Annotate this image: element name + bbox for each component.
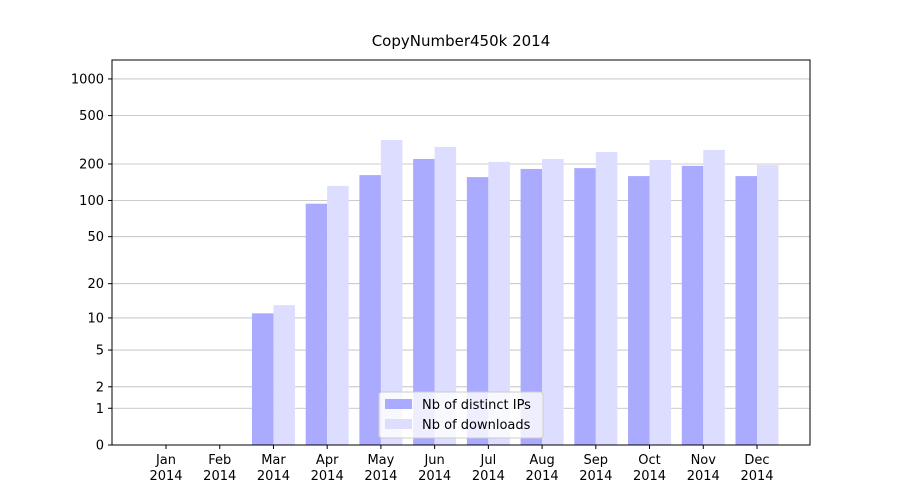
x-tick-label: Jul 2014 xyxy=(471,453,505,484)
legend-box xyxy=(378,391,544,439)
bar xyxy=(542,158,564,445)
bar xyxy=(520,168,543,445)
bar xyxy=(434,147,457,445)
y-tick-label: 5 xyxy=(96,344,104,359)
bar xyxy=(628,176,650,446)
bar xyxy=(251,313,274,445)
legend-swatch xyxy=(385,419,412,429)
x-tick-label: Dec 2014 xyxy=(740,453,774,484)
y-tick-label: 500 xyxy=(79,109,104,124)
y-tick-label: 200 xyxy=(79,158,104,173)
bar xyxy=(757,165,779,446)
bar xyxy=(466,177,489,445)
y-tick-label: 100 xyxy=(79,194,104,209)
y-tick-label: 1 xyxy=(96,402,104,417)
bar xyxy=(595,152,618,446)
x-tick-label: Jun 2014 xyxy=(418,453,452,484)
plot-frame xyxy=(111,59,811,446)
bar xyxy=(327,185,349,445)
x-tick-label: Jan 2014 xyxy=(149,453,183,484)
y-tick-label: 2 xyxy=(96,380,104,395)
x-tick-label: Mar 2014 xyxy=(256,453,290,484)
y-tick-label: 0 xyxy=(96,439,104,454)
bar xyxy=(413,158,435,445)
x-tick-label: Oct 2014 xyxy=(632,453,667,484)
legend-label: Nb of distinct IPs xyxy=(422,398,531,413)
bar xyxy=(359,175,381,445)
y-tick-label: 20 xyxy=(87,277,104,292)
bar xyxy=(305,203,328,445)
legend-swatch xyxy=(385,399,412,409)
bar xyxy=(488,161,510,445)
x-tick-label: Apr 2014 xyxy=(310,453,344,484)
x-tick-label: Aug 2014 xyxy=(525,453,559,484)
bar xyxy=(273,305,295,445)
bar xyxy=(735,176,757,446)
y-tick-label: 10 xyxy=(87,311,104,326)
bar xyxy=(380,140,403,446)
legend-label: Nb of downloads xyxy=(422,418,531,433)
bar xyxy=(649,159,672,445)
x-tick-label: May 2014 xyxy=(364,453,398,484)
y-tick-label: 50 xyxy=(87,230,104,245)
x-tick-label: Sep 2014 xyxy=(579,453,613,484)
bar xyxy=(574,168,596,445)
y-tick-label: 1000 xyxy=(71,72,104,87)
x-tick-label: Feb 2014 xyxy=(203,453,237,484)
x-tick-label: Nov 2014 xyxy=(686,453,720,484)
bar xyxy=(703,149,725,445)
bar xyxy=(681,165,704,445)
chart-title: CopyNumber450k 2014 xyxy=(372,32,551,50)
